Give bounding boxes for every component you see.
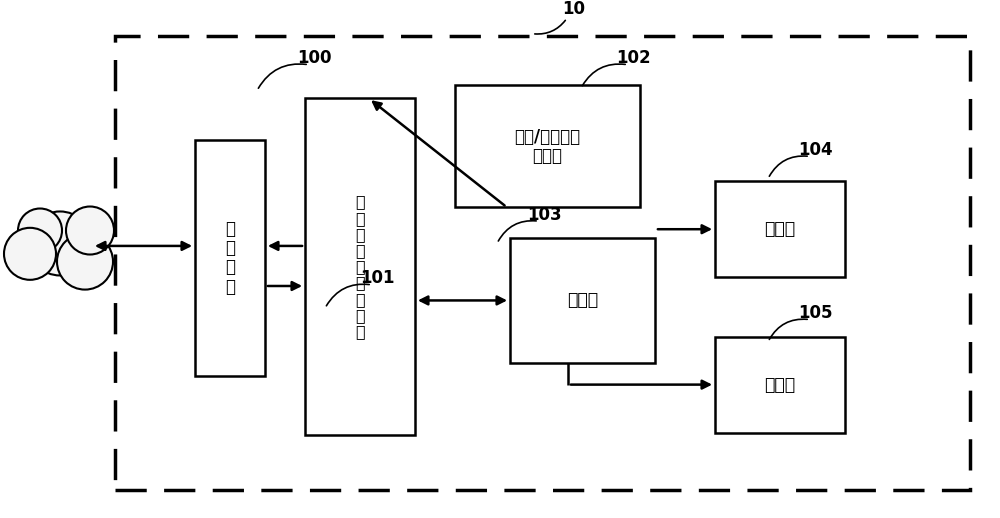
Bar (305, 98, 415, 435)
Ellipse shape (28, 211, 92, 276)
Ellipse shape (4, 228, 56, 280)
Text: 100: 100 (297, 49, 332, 67)
Text: 101: 101 (360, 269, 394, 287)
Bar (510, 238, 655, 363)
Text: 超
声
探
头: 超 声 探 头 (225, 220, 235, 296)
Text: 105: 105 (798, 304, 832, 322)
Text: 处理器: 处理器 (567, 292, 598, 309)
Bar (195, 140, 265, 376)
Text: 发射/接收序列
控制器: 发射/接收序列 控制器 (514, 127, 581, 165)
Bar (715, 337, 845, 433)
Ellipse shape (18, 209, 62, 252)
Text: 显示器: 显示器 (764, 220, 796, 238)
Ellipse shape (66, 207, 114, 254)
Text: 发
射
／
接
收
选
择
开
关: 发 射 ／ 接 收 选 择 开 关 (355, 194, 365, 339)
Bar (115, 36, 970, 490)
Bar (715, 181, 845, 277)
Bar (455, 85, 640, 207)
Text: 102: 102 (616, 49, 651, 67)
Text: 存储器: 存储器 (764, 376, 796, 394)
Text: 10: 10 (562, 0, 585, 18)
Ellipse shape (57, 234, 113, 290)
Text: 104: 104 (798, 141, 833, 159)
Text: 103: 103 (527, 206, 562, 224)
